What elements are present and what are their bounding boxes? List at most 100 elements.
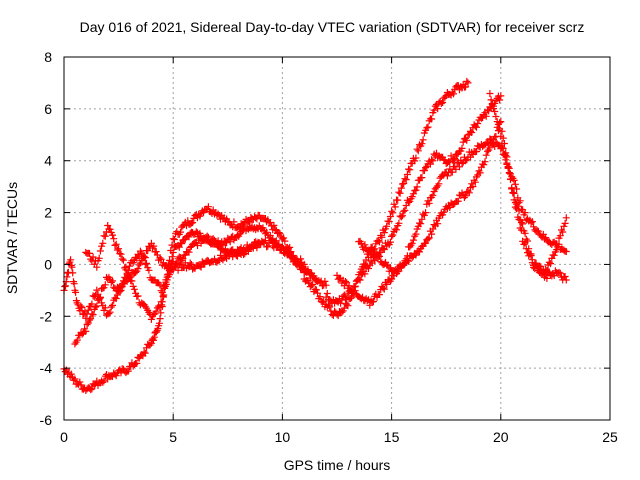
data-point-sat-8 bbox=[469, 183, 477, 191]
data-point-sat-6 bbox=[388, 232, 396, 240]
data-point-sat-2 bbox=[156, 315, 164, 323]
data-point-sat-4 bbox=[95, 254, 103, 262]
data-point-sat-8 bbox=[374, 253, 382, 261]
data-point-sat-7 bbox=[380, 285, 388, 293]
data-point-sat-1 bbox=[270, 221, 278, 229]
x-tick-label: 25 bbox=[602, 429, 618, 445]
data-point-sat-4 bbox=[106, 225, 114, 233]
data-point-sat-2 bbox=[158, 298, 166, 306]
data-point-sat-8 bbox=[471, 178, 479, 186]
data-point-sat-3 bbox=[275, 240, 283, 248]
data-point-sat-6 bbox=[428, 156, 436, 164]
data-point-sat-6 bbox=[355, 275, 363, 283]
data-point-sat-4 bbox=[229, 253, 237, 261]
chart-title: Day 016 of 2021, Sidereal Day-to-day VTE… bbox=[80, 19, 585, 35]
data-point-sat-5 bbox=[441, 93, 449, 101]
data-point-sat-2 bbox=[124, 367, 132, 375]
data-point-sat-8 bbox=[416, 248, 423, 256]
data-point-sat-1 bbox=[134, 292, 142, 300]
data-point-sat-9 bbox=[491, 108, 499, 115]
data-point-sat-9 bbox=[486, 90, 494, 97]
data-point-sat-5 bbox=[318, 298, 326, 306]
data-point-sat-4 bbox=[140, 252, 148, 260]
data-point-sat-3 bbox=[92, 303, 99, 311]
data-point-sat-1 bbox=[271, 226, 279, 233]
data-point-sat-3 bbox=[145, 266, 153, 274]
data-point-sat-8 bbox=[425, 234, 433, 242]
data-point-sat-9 bbox=[496, 125, 504, 133]
data-point-sat-6 bbox=[379, 245, 387, 253]
data-point-sat-9 bbox=[500, 150, 508, 158]
data-point-sat-5 bbox=[405, 165, 413, 173]
data-point-sat-6 bbox=[395, 219, 403, 227]
data-point-sat-5 bbox=[338, 308, 346, 316]
data-point-sat-2 bbox=[87, 386, 95, 394]
data-point-sat-5 bbox=[463, 77, 471, 85]
data-point-sat-4 bbox=[132, 268, 140, 276]
y-tick-label: -4 bbox=[40, 360, 53, 376]
data-point-sat-3 bbox=[96, 294, 104, 302]
data-point-sat-6 bbox=[389, 231, 397, 239]
data-point-sat-6 bbox=[422, 164, 430, 172]
data-point-sat-1 bbox=[170, 236, 178, 243]
data-point-sat-5 bbox=[326, 303, 334, 311]
data-point-sat-7 bbox=[417, 220, 425, 228]
data-point-sat-6 bbox=[429, 157, 437, 165]
data-point-sat-8 bbox=[556, 269, 564, 277]
data-point-sat-8 bbox=[462, 192, 470, 200]
data-point-sat-1 bbox=[93, 286, 101, 294]
data-point-sat-2 bbox=[168, 253, 176, 261]
data-point-sat-7 bbox=[408, 239, 416, 247]
data-point-sat-9 bbox=[528, 256, 536, 264]
data-point-sat-2 bbox=[226, 238, 234, 246]
data-point-sat-6 bbox=[479, 114, 487, 122]
data-point-sat-5 bbox=[374, 237, 382, 244]
data-point-sat-1 bbox=[266, 219, 274, 226]
data-point-sat-9 bbox=[511, 199, 519, 206]
data-point-sat-8 bbox=[422, 239, 430, 247]
data-point-sat-7 bbox=[562, 248, 570, 255]
data-point-sat-6 bbox=[371, 257, 379, 265]
y-tick-label: 0 bbox=[44, 256, 52, 272]
data-point-sat-7 bbox=[511, 180, 519, 188]
data-point-sat-9 bbox=[527, 250, 535, 258]
data-point-sat-9 bbox=[519, 220, 527, 228]
data-point-sat-5 bbox=[385, 218, 393, 225]
data-point-sat-5 bbox=[419, 136, 427, 144]
data-point-sat-5 bbox=[402, 176, 410, 184]
data-point-sat-4 bbox=[117, 250, 125, 258]
data-point-sat-3 bbox=[156, 281, 164, 289]
data-point-sat-8 bbox=[408, 253, 416, 261]
data-point-sat-4 bbox=[96, 247, 104, 255]
data-point-sat-9 bbox=[487, 96, 495, 104]
data-point-sat-4 bbox=[156, 254, 164, 262]
data-point-sat-9 bbox=[492, 113, 500, 120]
data-point-sat-2 bbox=[157, 309, 165, 317]
data-point-sat-6 bbox=[412, 186, 420, 194]
data-point-sat-6 bbox=[474, 120, 482, 127]
data-point-sat-3 bbox=[308, 269, 315, 277]
data-point-sat-6 bbox=[497, 92, 505, 100]
data-point-sat-8 bbox=[520, 240, 528, 248]
data-point-sat-4 bbox=[120, 256, 127, 264]
y-tick-label: -6 bbox=[40, 412, 53, 428]
data-point-sat-1 bbox=[244, 217, 252, 225]
data-point-sat-3 bbox=[274, 242, 281, 249]
data-point-sat-8 bbox=[494, 127, 502, 135]
tick-labels: 0 5 10 15 20 25 -6 -4 -2 0 2 4 6 8 bbox=[40, 49, 618, 445]
data-point-sat-4 bbox=[89, 253, 97, 261]
data-point-sat-1 bbox=[230, 218, 238, 226]
data-point-sat-9 bbox=[508, 185, 516, 193]
data-point-sat-9 bbox=[559, 228, 567, 236]
data-point-sat-3 bbox=[126, 262, 133, 270]
data-point-sat-8 bbox=[543, 274, 551, 282]
data-point-sat-5 bbox=[396, 189, 404, 197]
data-point-sat-9 bbox=[543, 267, 551, 275]
data-point-sat-5 bbox=[386, 213, 394, 220]
data-point-sat-1 bbox=[70, 280, 78, 288]
data-point-sat-1 bbox=[78, 304, 86, 311]
data-point-sat-8 bbox=[488, 139, 496, 146]
data-point-sat-6 bbox=[413, 183, 421, 191]
data-point-sat-8 bbox=[481, 158, 489, 166]
